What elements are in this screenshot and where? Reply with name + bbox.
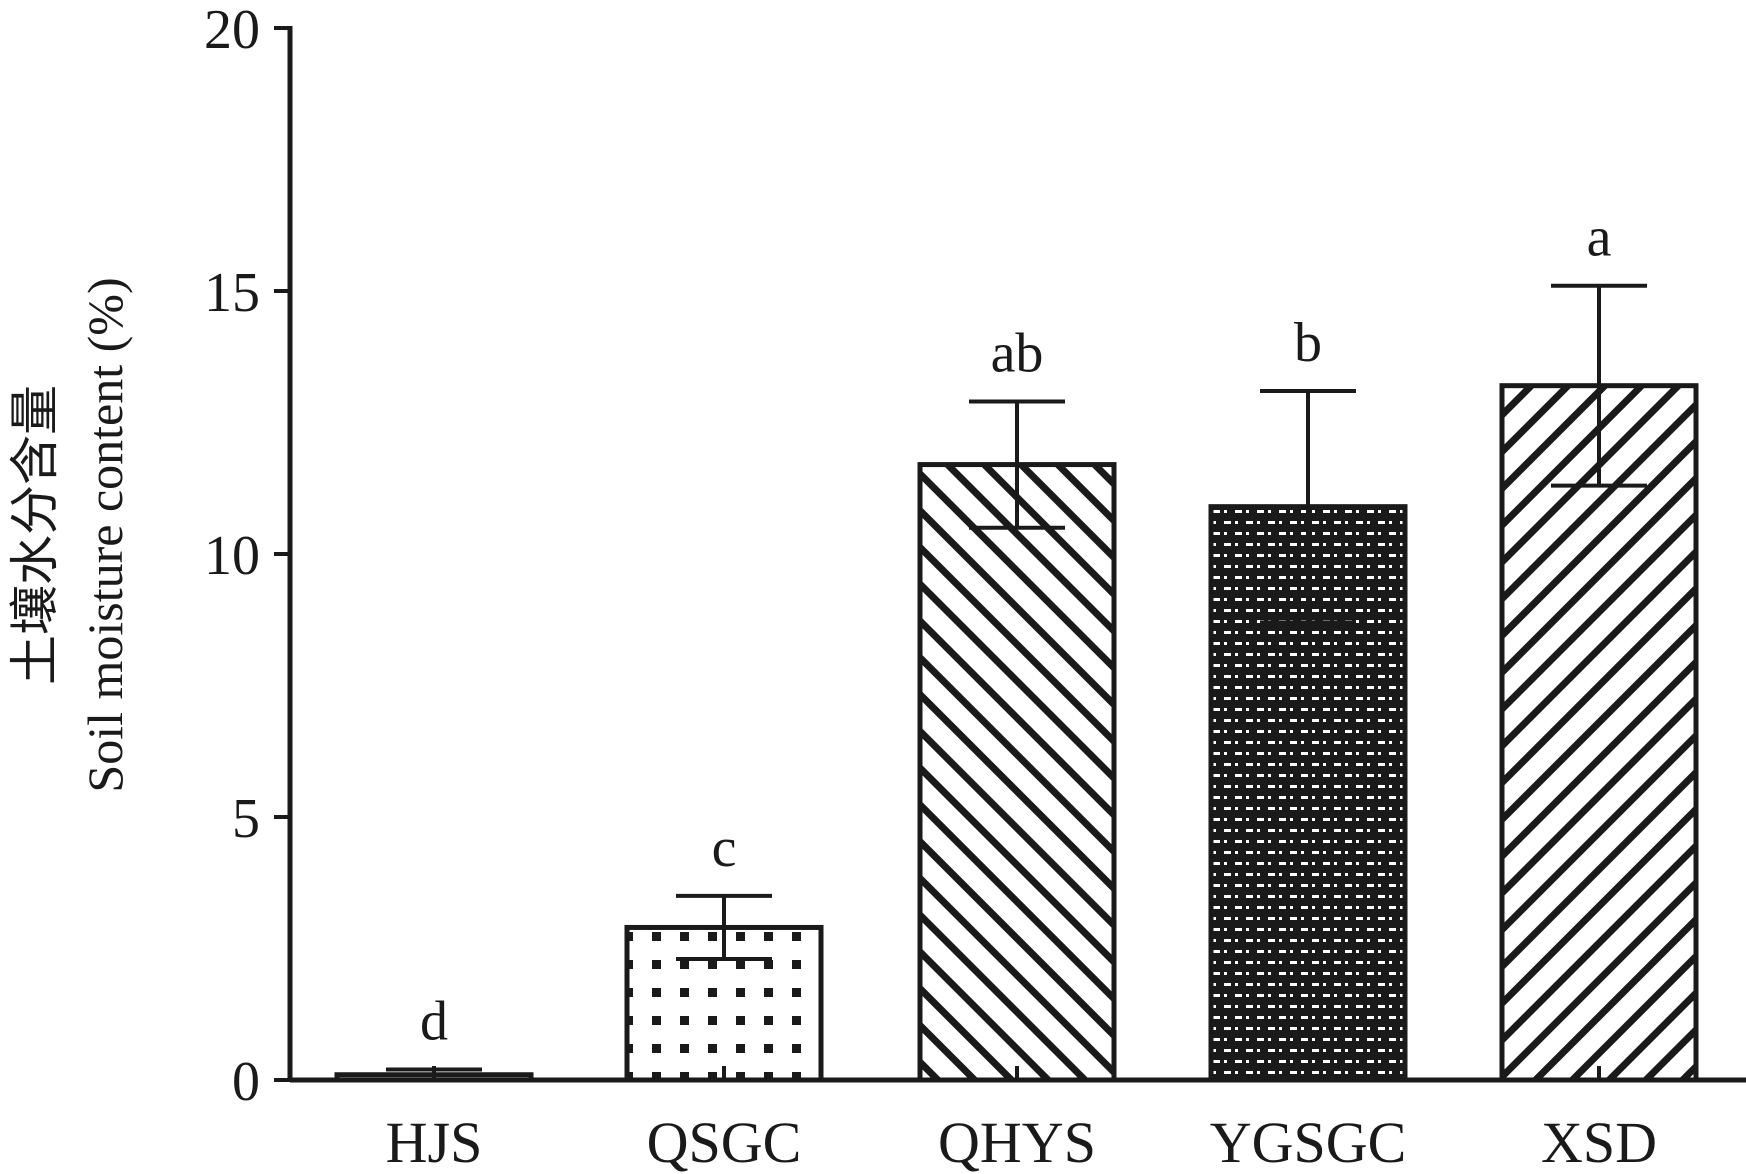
y-tick-label-15: 15 <box>204 262 260 324</box>
x-tick-label-qsgc: QSGC <box>647 1110 802 1174</box>
y-tick-label-10: 10 <box>204 525 260 587</box>
significance-label-qsgc: c <box>712 817 737 879</box>
x-tick-label-xsd: XSD <box>1541 1110 1657 1174</box>
y-tick-label-20: 20 <box>204 0 260 61</box>
x-tick-label-hjs: HJS <box>386 1110 483 1174</box>
y-axis-title-english: Soil moisture content (%) <box>77 277 133 792</box>
axes-layer: HJS QSGC QHYS YGSGC XSD 0 5 10 15 20 <box>204 0 1746 1174</box>
y-tick-label-0: 0 <box>232 1051 260 1113</box>
x-tick-label-qhys: QHYS <box>938 1110 1096 1174</box>
y-axis-title-chinese: 土壤水分含量 <box>7 385 63 685</box>
x-tick-label-ygsgc: YGSGC <box>1210 1110 1407 1174</box>
bars-layer: d c ab b a <box>334 207 1699 1083</box>
significance-label-hjs: d <box>420 990 448 1052</box>
bar-qhys <box>917 462 1117 1083</box>
significance-label-xsd: a <box>1587 207 1612 269</box>
bar-xsd <box>1499 383 1699 1083</box>
significance-label-ygsgc: b <box>1294 312 1322 374</box>
y-tick-label-5: 5 <box>232 788 260 850</box>
significance-label-qhys: ab <box>991 322 1044 384</box>
